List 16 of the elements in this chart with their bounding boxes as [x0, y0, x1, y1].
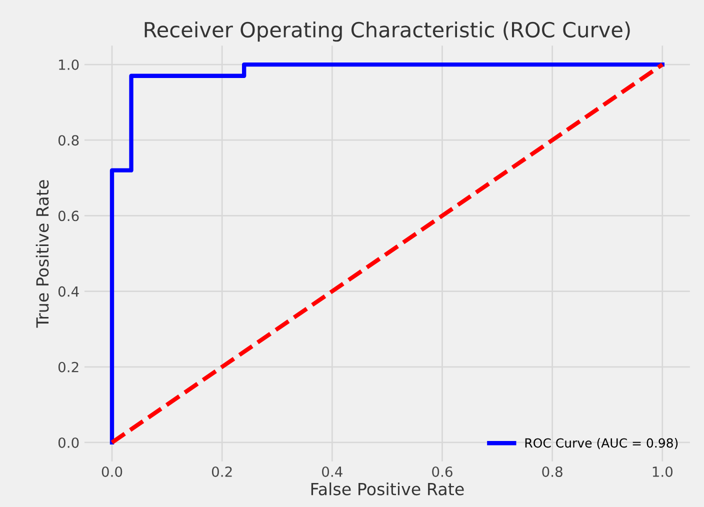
legend-label: ROC Curve (AUC = 0.98)	[525, 438, 678, 450]
y-tick-label: 0.2	[58, 362, 78, 372]
y-tick-label: 0.4	[58, 286, 79, 297]
chart-title: Receiver Operating Characteristic (ROC Curve)	[144, 21, 630, 42]
y-tick-label: 1.0	[59, 59, 79, 70]
x-tick-label: 0.6	[432, 466, 452, 477]
x-tick-label: 1.0	[652, 466, 673, 477]
x-tick-label: 0.4	[322, 466, 342, 477]
x-tick-label: 0.0	[102, 466, 122, 477]
x-axis-title: False Positive Rate	[311, 482, 464, 496]
y-axis-title: True Positive Rate	[36, 180, 49, 328]
x-tick-label: 0.2	[212, 466, 232, 477]
y-tick-label: 0.0	[58, 437, 79, 448]
y-tick-label: 0.6	[58, 210, 79, 222]
y-tick-label: 0.8	[58, 135, 79, 146]
x-tick-label: 0.8	[542, 466, 562, 477]
